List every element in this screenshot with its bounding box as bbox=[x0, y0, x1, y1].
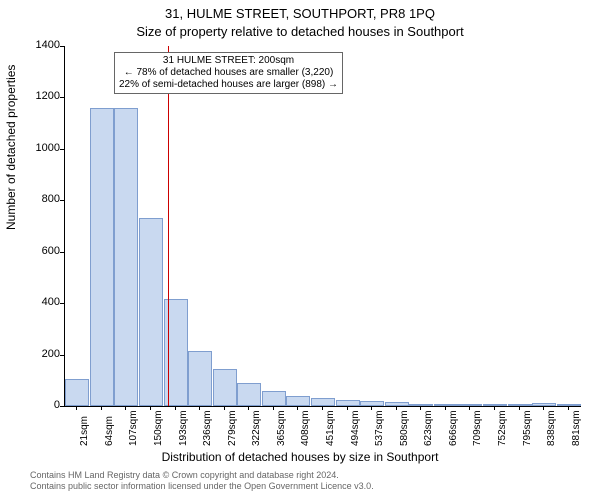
x-tick-mark bbox=[347, 406, 348, 410]
histogram-bar bbox=[262, 391, 286, 406]
x-tick-mark bbox=[248, 406, 249, 410]
y-tick-label: 1200 bbox=[24, 90, 60, 102]
histogram-bar bbox=[213, 369, 237, 406]
y-tick-mark bbox=[60, 406, 64, 407]
x-tick-label: 107sqm bbox=[128, 410, 139, 446]
x-tick-label: 408sqm bbox=[300, 410, 311, 446]
x-tick-label: 666sqm bbox=[448, 410, 459, 446]
x-tick-mark bbox=[469, 406, 470, 410]
histogram-bar bbox=[336, 400, 360, 406]
x-tick-label: 709sqm bbox=[472, 410, 483, 446]
histogram-bar bbox=[65, 379, 89, 406]
y-tick-label: 400 bbox=[24, 296, 60, 308]
annotation-box: 31 HULME STREET: 200sqm← 78% of detached… bbox=[114, 52, 343, 94]
marker-line bbox=[168, 46, 169, 406]
histogram-bar bbox=[164, 299, 188, 406]
x-tick-mark bbox=[273, 406, 274, 410]
y-tick-mark bbox=[60, 149, 64, 150]
histogram-bar bbox=[508, 404, 532, 406]
x-tick-mark bbox=[420, 406, 421, 410]
x-tick-label: 881sqm bbox=[571, 410, 582, 446]
y-tick-mark bbox=[60, 252, 64, 253]
y-tick-label: 800 bbox=[24, 193, 60, 205]
histogram-bar bbox=[434, 404, 458, 406]
y-tick-mark bbox=[60, 355, 64, 356]
annotation-line: ← 78% of detached houses are smaller (3,… bbox=[119, 67, 338, 79]
attribution-line-1: Contains HM Land Registry data © Crown c… bbox=[30, 470, 374, 481]
attribution-line-2: Contains public sector information licen… bbox=[30, 481, 374, 492]
x-tick-mark bbox=[101, 406, 102, 410]
x-tick-label: 623sqm bbox=[423, 410, 434, 446]
histogram-bar bbox=[237, 383, 261, 406]
histogram-bar bbox=[139, 218, 163, 406]
y-tick-label: 600 bbox=[24, 245, 60, 257]
y-tick-mark bbox=[60, 200, 64, 201]
x-tick-mark bbox=[76, 406, 77, 410]
x-tick-mark bbox=[371, 406, 372, 410]
x-tick-label: 236sqm bbox=[202, 410, 213, 446]
plot-area bbox=[64, 46, 581, 407]
histogram-bar bbox=[90, 108, 114, 406]
histogram-bar bbox=[188, 351, 212, 406]
histogram-bar bbox=[557, 404, 581, 406]
x-tick-label: 150sqm bbox=[153, 410, 164, 446]
x-tick-mark bbox=[494, 406, 495, 410]
x-tick-label: 21sqm bbox=[79, 416, 90, 446]
x-tick-mark bbox=[224, 406, 225, 410]
x-tick-label: 64sqm bbox=[104, 416, 115, 446]
histogram-bar bbox=[385, 402, 409, 406]
x-tick-mark bbox=[297, 406, 298, 410]
annotation-line: 22% of semi-detached houses are larger (… bbox=[119, 79, 338, 91]
x-axis-label: Distribution of detached houses by size … bbox=[0, 450, 600, 464]
x-tick-mark bbox=[175, 406, 176, 410]
x-tick-label: 365sqm bbox=[276, 410, 287, 446]
histogram-bar bbox=[286, 396, 310, 406]
x-tick-label: 494sqm bbox=[350, 410, 361, 446]
y-tick-label: 0 bbox=[24, 399, 60, 411]
x-tick-mark bbox=[199, 406, 200, 410]
x-tick-mark bbox=[322, 406, 323, 410]
page-title: 31, HULME STREET, SOUTHPORT, PR8 1PQ bbox=[0, 6, 600, 21]
x-tick-mark bbox=[568, 406, 569, 410]
x-tick-label: 451sqm bbox=[325, 410, 336, 446]
x-tick-label: 322sqm bbox=[251, 410, 262, 446]
x-tick-label: 838sqm bbox=[546, 410, 557, 446]
y-tick-label: 200 bbox=[24, 348, 60, 360]
x-tick-label: 752sqm bbox=[497, 410, 508, 446]
annotation-line: 31 HULME STREET: 200sqm bbox=[119, 55, 338, 67]
y-tick-mark bbox=[60, 303, 64, 304]
x-tick-mark bbox=[519, 406, 520, 410]
attribution: Contains HM Land Registry data © Crown c… bbox=[30, 470, 374, 492]
x-tick-label: 193sqm bbox=[178, 410, 189, 446]
x-tick-mark bbox=[125, 406, 126, 410]
x-tick-mark bbox=[445, 406, 446, 410]
y-tick-mark bbox=[60, 97, 64, 98]
y-tick-label: 1400 bbox=[24, 39, 60, 51]
x-tick-mark bbox=[150, 406, 151, 410]
histogram-bar bbox=[311, 398, 335, 406]
y-tick-label: 1000 bbox=[24, 142, 60, 154]
x-tick-label: 795sqm bbox=[522, 410, 533, 446]
x-tick-mark bbox=[396, 406, 397, 410]
page-subtitle: Size of property relative to detached ho… bbox=[0, 24, 600, 39]
x-tick-label: 580sqm bbox=[399, 410, 410, 446]
histogram-bar bbox=[114, 108, 138, 406]
x-tick-label: 537sqm bbox=[374, 410, 385, 446]
x-tick-label: 279sqm bbox=[227, 410, 238, 446]
y-tick-mark bbox=[60, 46, 64, 47]
chart-container: 31, HULME STREET, SOUTHPORT, PR8 1PQ Siz… bbox=[0, 0, 600, 500]
y-axis-label: Number of detached properties bbox=[4, 65, 18, 230]
x-tick-mark bbox=[543, 406, 544, 410]
